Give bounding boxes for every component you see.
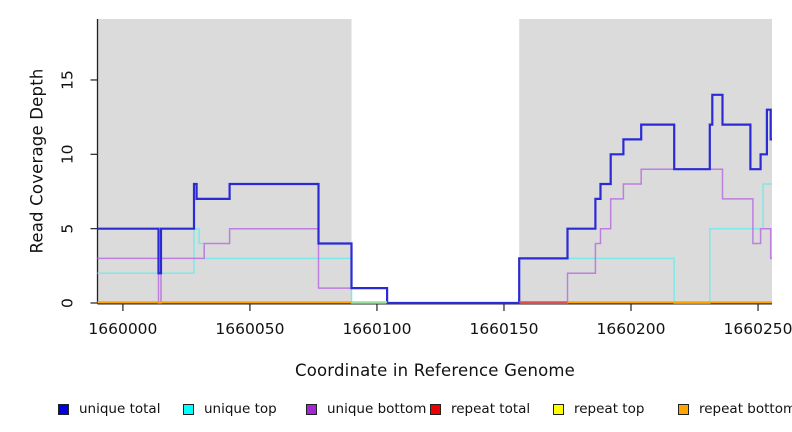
legend-label: repeat total [451, 401, 531, 417]
series-unique-bottom-line [97, 168, 772, 304]
legend-item-repeat-bottom: repeat bottom [678, 399, 792, 419]
legend-item-repeat-total: repeat total [430, 399, 530, 419]
x-axis-title: Coordinate in Reference Genome [294, 361, 576, 380]
y-axis-title: Read Coverage Depth [27, 68, 47, 254]
legend-item-unique-top: unique top [183, 399, 277, 419]
legend-label: unique total [79, 401, 161, 417]
series-unique-total-line [97, 93, 772, 305]
legend-item-repeat-top: repeat top [553, 399, 644, 419]
legend-swatch-repeat-bottom [678, 403, 689, 415]
legend-swatch-repeat-top [553, 403, 564, 415]
shaded-region-0 [97, 19, 352, 303]
x-tick-label: 1660050 [215, 320, 284, 338]
x-tick-label: 1660250 [724, 320, 792, 338]
shaded-region-1 [519, 19, 772, 303]
chart-legend: unique total unique top unique bottom repea… [0, 399, 792, 425]
legend-label: unique top [204, 401, 277, 417]
legend-label: unique bottom [327, 401, 427, 417]
legend-swatch-unique-top [183, 403, 194, 415]
legend-item-unique-bottom: unique bottom [306, 399, 426, 419]
y-tick-label: 10 [59, 144, 77, 164]
x-tick-label: 1660000 [88, 320, 157, 338]
y-tick-label: 5 [59, 224, 77, 234]
legend-swatch-unique-total [58, 403, 69, 415]
legend-label: repeat bottom [699, 401, 792, 417]
x-tick-label: 1660150 [469, 320, 538, 338]
x-tick-label: 1660100 [342, 320, 411, 338]
legend-item-unique-total: unique total [58, 399, 160, 419]
legend-swatch-unique-bottom [306, 403, 317, 415]
legend-label: repeat top [574, 401, 645, 417]
x-tick-label: 1660200 [596, 320, 665, 338]
y-tick-label: 15 [59, 70, 77, 90]
y-tick-label: 0 [59, 298, 77, 308]
legend-swatch-repeat-total [430, 403, 441, 415]
